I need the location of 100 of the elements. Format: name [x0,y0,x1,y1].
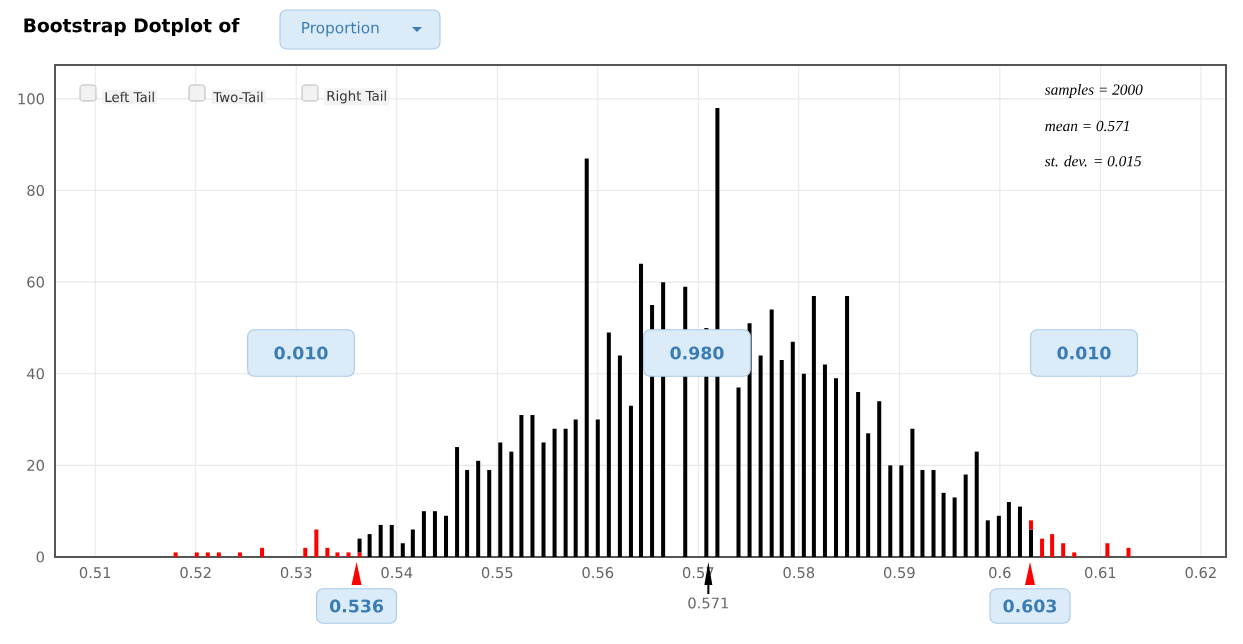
annotation: 0.010 [1057,346,1111,360]
bar [421,511,426,557]
bar [985,520,990,557]
bar [498,442,503,557]
bar [996,515,1001,557]
bar [573,419,578,557]
x-tick-label: 0.6 [989,567,1011,579]
bar [346,552,351,557]
bar [584,158,589,557]
bar [639,263,644,557]
annotation: mean = 0.571 [1045,120,1129,132]
bar [595,419,600,557]
annotation: samples = 2000 [1044,84,1143,98]
y-tick-label: 20 [27,459,44,471]
annotation: 0.603 [1003,599,1057,613]
x-tick-label: 0.55 [481,567,513,579]
bar [335,552,340,557]
bar [509,451,514,557]
bar [845,295,850,557]
bar [357,538,362,553]
bar [444,515,449,557]
annotation: 0.536 [329,599,384,613]
bar [910,428,915,557]
x-tick-label: 0.52 [180,567,211,579]
bar [367,534,372,557]
bar [476,460,481,557]
x-tick-label: 0.51 [79,567,111,579]
annotation: st. dev. = 0.015 [1044,155,1142,167]
bar [1072,552,1077,557]
bar [216,552,221,557]
x-tick-label: 0.56 [582,567,614,579]
bar [410,529,415,557]
bar [931,469,936,557]
annotation: Left Tail [105,91,154,103]
bar [963,474,968,557]
x-tick-label: 0.61 [1085,567,1116,579]
bar [519,414,524,557]
bar [1061,543,1066,557]
bar [432,511,437,557]
x-tick-label: 0.53 [280,567,312,579]
bar [1029,520,1034,530]
bar [888,465,893,557]
bar [941,492,946,557]
bar [974,451,979,557]
bar [1126,547,1131,557]
x-tick-label: 0.62 [1185,567,1216,579]
annotation: Two-Tail [213,91,263,103]
bar [952,497,957,557]
y-tick-label: 40 [27,368,44,380]
bar [205,552,210,557]
bar [465,469,470,557]
bar [801,373,806,557]
bar [173,552,178,557]
x-tick-label: 0.59 [883,567,915,579]
bar [455,447,460,557]
bar [389,524,394,557]
bar [834,378,839,557]
bar [552,428,557,557]
bar [194,552,199,557]
bar [1050,534,1055,557]
x-tick-label: 0.58 [783,567,815,579]
bar [357,552,362,557]
bar [779,360,784,557]
annotation: 0.010 [274,346,328,360]
bar [314,529,319,557]
bar [325,547,330,557]
bar [790,341,795,557]
bar [617,355,622,557]
bar [1029,529,1034,557]
bar [1017,506,1022,557]
bar [1006,502,1011,557]
bar [606,332,611,557]
chart-title: Bootstrap Dotplot of [24,17,240,37]
annotation: Right Tail [327,90,386,104]
bar [877,401,882,557]
bar [899,465,904,557]
bar [378,524,383,557]
bar [530,414,535,557]
bar [920,469,925,557]
bar [1105,543,1110,557]
bar [303,547,308,557]
bar [237,552,242,557]
bar [628,405,633,557]
x-tick-label: 0.54 [381,567,413,579]
bar [487,469,492,557]
bar [769,309,774,557]
bar [400,543,405,557]
bar [736,387,741,557]
y-tick-label: 100 [18,93,44,105]
bar [856,392,861,557]
annotation: 0.980 [670,346,724,360]
bar [822,364,827,557]
y-tick-label: 0 [36,551,44,563]
bar [866,433,871,557]
bar [541,442,546,557]
text: Proportion [302,21,379,37]
bar [563,428,568,557]
annotation: 0.571 [688,597,728,609]
bar [260,547,265,557]
y-tick-label: 80 [27,184,44,197]
